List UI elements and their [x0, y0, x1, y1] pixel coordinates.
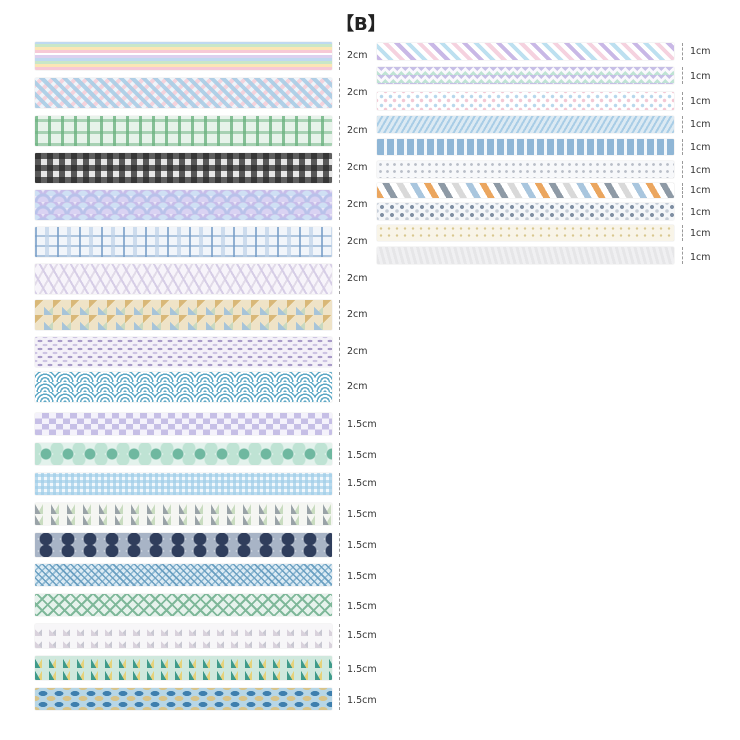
tape-strip-purple-zigzag: [377, 67, 674, 84]
tape-divider: [339, 624, 340, 648]
tape-size-label: 1cm: [690, 207, 711, 218]
tape-size-label: 2cm: [347, 87, 368, 98]
tape-divider: [339, 372, 340, 402]
tape-divider: [339, 264, 340, 294]
tape-strip-lavender-feathers: [35, 264, 332, 294]
tape-strip-blue-seigaiha-waves: [35, 372, 332, 402]
tape-size-label: 1cm: [690, 46, 711, 57]
tape-size-label: 1.5cm: [347, 419, 377, 430]
tape-divider: [682, 116, 683, 133]
tape-size-label: 1.5cm: [347, 571, 377, 582]
tape-strip-teal-yellow-triangles: [35, 656, 332, 680]
tape-size-label: 1cm: [690, 185, 711, 196]
tape-strip-mint-hexagons: [35, 443, 332, 465]
tape-strip-pastel-dots: [377, 92, 674, 110]
tape-divider: [339, 688, 340, 710]
tape-strip-light-blue-gingham: [35, 473, 332, 495]
tape-divider: [682, 161, 683, 178]
tape-size-label: 1cm: [690, 142, 711, 153]
tape-strip-navy-circles: [35, 533, 332, 557]
tape-size-label: 1.5cm: [347, 630, 377, 641]
tape-divider: [339, 413, 340, 435]
tape-divider: [682, 43, 683, 60]
tape-divider: [682, 225, 683, 241]
tape-strip-green-lattice: [35, 594, 332, 616]
tape-divider: [339, 190, 340, 220]
tape-divider: [339, 656, 340, 680]
tape-divider: [682, 203, 683, 220]
tape-size-label: 1.5cm: [347, 664, 377, 675]
tape-strip-green-plaid: [35, 116, 332, 146]
tape-strip-blue-pink-plaid: [35, 78, 332, 108]
tape-divider: [339, 300, 340, 330]
tape-strip-grey-flowers: [377, 203, 674, 220]
tape-divider: [339, 78, 340, 108]
tape-strip-grey-crosses: [377, 161, 674, 178]
tape-divider: [339, 503, 340, 525]
tape-strip-pastel-rainbow-stripes: [35, 42, 332, 70]
tape-strip-purple-scales: [35, 190, 332, 220]
tape-size-label: 2cm: [347, 236, 368, 247]
tape-divider: [339, 116, 340, 146]
tape-strip-blue-dashes: [377, 139, 674, 155]
tape-size-label: 2cm: [347, 199, 368, 210]
tape-size-label: 1cm: [690, 96, 711, 107]
tape-strip-light-grey-texture: [377, 247, 674, 264]
tape-strip-black-gingham: [35, 153, 332, 183]
tape-size-label: 2cm: [347, 125, 368, 136]
tape-divider: [682, 183, 683, 198]
tape-divider: [339, 564, 340, 586]
tape-size-label: 1.5cm: [347, 601, 377, 612]
tape-strip-blue-ikat: [35, 688, 332, 710]
tape-size-label: 1.5cm: [347, 695, 377, 706]
tape-divider: [339, 533, 340, 557]
tape-size-label: 2cm: [347, 273, 368, 284]
tape-strip-ochre-geometric: [35, 300, 332, 330]
tape-strip-pastel-diagonal-stripes: [377, 43, 674, 60]
tape-strip-lilac-leaves: [35, 337, 332, 367]
tape-size-label: 2cm: [347, 346, 368, 357]
page-title: 【B】: [336, 14, 386, 35]
tape-strip-lilac-checker: [35, 413, 332, 435]
tape-divider: [339, 473, 340, 495]
tape-divider: [339, 227, 340, 257]
tape-size-label: 2cm: [347, 381, 368, 392]
tape-size-label: 1cm: [690, 252, 711, 263]
tape-divider: [339, 337, 340, 367]
tape-strip-orange-grey-diagonal-blocks: [377, 183, 674, 198]
tape-size-label: 1.5cm: [347, 540, 377, 551]
tape-size-label: 1cm: [690, 119, 711, 130]
tape-size-label: 2cm: [347, 309, 368, 320]
tape-size-label: 1.5cm: [347, 478, 377, 489]
tape-strip-grey-triangles: [35, 503, 332, 525]
tape-size-label: 2cm: [347, 50, 368, 61]
tape-size-label: 1.5cm: [347, 509, 377, 520]
tape-size-label: 1cm: [690, 71, 711, 82]
tape-divider: [682, 92, 683, 110]
tape-strip-blue-tartan: [35, 227, 332, 257]
tape-size-label: 1cm: [690, 165, 711, 176]
tape-strip-blue-diagonal-lines: [377, 116, 674, 133]
tape-divider: [682, 67, 683, 84]
tape-strip-grey-diamonds: [35, 624, 332, 648]
tape-divider: [339, 42, 340, 70]
tape-divider: [339, 594, 340, 616]
tape-strip-cream-speckles: [377, 225, 674, 241]
tape-size-label: 2cm: [347, 162, 368, 173]
tape-divider: [339, 443, 340, 465]
tape-size-label: 1cm: [690, 228, 711, 239]
tape-size-label: 1.5cm: [347, 450, 377, 461]
tape-divider: [339, 153, 340, 183]
tape-divider: [682, 247, 683, 264]
tape-strip-blue-herringbone: [35, 564, 332, 586]
tape-divider: [682, 139, 683, 155]
